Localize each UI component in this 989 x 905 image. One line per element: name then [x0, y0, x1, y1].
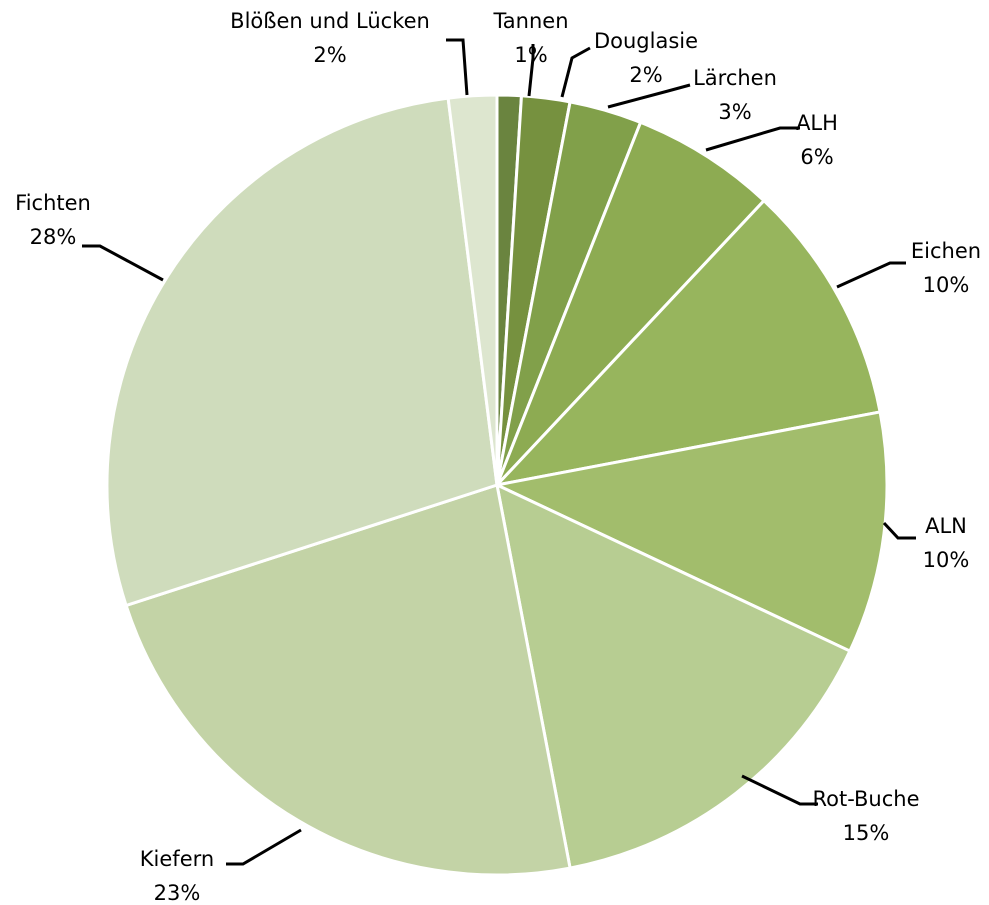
- leader-line-eichen: [836, 261, 906, 289]
- pie-slice-alh: [495, 120, 766, 487]
- leader-line-rot-buche: [741, 774, 818, 806]
- pie-slice-rot-buche: [495, 483, 852, 870]
- leader-line-fichten: [82, 244, 164, 282]
- leader-line-tannen: [527, 44, 535, 97]
- leader-line-douglasie: [560, 46, 591, 98]
- slice-label-fichten: Fichten: [15, 191, 91, 215]
- pie-slices: [105, 93, 889, 877]
- pie-labels: Tannen 1% Douglasie 2% Lärchen 3% ALH 6% Eichen 1…: [15, 9, 981, 905]
- slice-label-alh: ALH: [796, 111, 838, 135]
- pie-slice-eichen: [495, 199, 882, 487]
- slice-label-rot-buche: Rot-Buche: [812, 787, 919, 811]
- slice-label-blößen-und-lücken: Blößen und Lücken: [230, 9, 430, 33]
- slice-label-eichen: Eichen: [911, 239, 981, 263]
- slice-label-douglasie: Douglasie: [594, 29, 698, 53]
- slice-label-tannen: Tannen: [492, 9, 568, 33]
- slice-label-lärchen: Lärchen: [693, 66, 777, 90]
- slice-percent-rot-buche: 15%: [843, 821, 890, 845]
- pie-slice-aln: [495, 410, 889, 653]
- slice-percent-alh: 6%: [800, 145, 833, 169]
- leader-line-lärchen: [607, 83, 691, 109]
- slice-percent-lärchen: 3%: [718, 100, 751, 124]
- slice-percent-tannen: 1%: [514, 43, 547, 67]
- slice-percent-blößen-und-lücken: 2%: [313, 43, 346, 67]
- slice-percent-fichten: 28%: [30, 225, 77, 249]
- leader-line-blößen-und-lücken: [446, 38, 469, 96]
- pie-slice-blößen-und-lücken: [446, 93, 499, 487]
- slice-percent-eichen: 10%: [923, 273, 970, 297]
- leader-line-kiefern: [226, 828, 302, 866]
- pie-slice-fichten: [105, 96, 499, 608]
- slice-percent-kiefern: 23%: [154, 881, 201, 905]
- slice-percent-aln: 10%: [923, 548, 970, 572]
- leader-line-alh: [705, 126, 800, 152]
- slice-label-kiefern: Kiefern: [140, 847, 214, 871]
- pie-slice-kiefern: [124, 483, 572, 877]
- leader-line-aln: [882, 521, 916, 540]
- slice-percent-douglasie: 2%: [629, 63, 662, 87]
- slice-label-aln: ALN: [925, 514, 967, 538]
